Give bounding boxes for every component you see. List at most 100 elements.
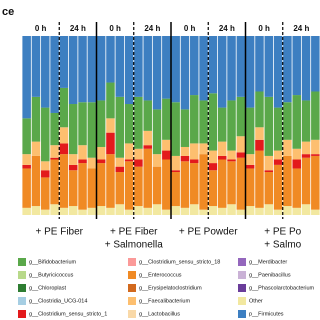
bar-segment (78, 163, 87, 210)
group-label: + Salmo (264, 240, 301, 251)
group-label: + PE Fiber (110, 227, 158, 238)
bar-segment (106, 154, 115, 208)
bar-segment (106, 118, 115, 133)
bar-segment (59, 87, 69, 128)
bar-segment (255, 150, 264, 208)
bar-segment (22, 164, 31, 169)
bar-segment (50, 112, 59, 146)
legend-swatch (18, 258, 26, 266)
bar-segment (217, 155, 227, 160)
bar-segment (311, 139, 320, 155)
bar-segment (162, 159, 171, 210)
bar-segment (78, 102, 87, 146)
bar-segment (96, 159, 106, 164)
bar-segment (217, 159, 227, 208)
legend-swatch (238, 310, 246, 318)
legend-swatch (238, 284, 246, 292)
bar-segment (162, 98, 171, 140)
bar-segment (190, 163, 199, 205)
legend-label: g__Paenibacillus (249, 272, 291, 278)
bar-segment (171, 172, 180, 207)
bar-segment (78, 36, 87, 103)
bar-segment (264, 36, 274, 97)
legend-label: g__Lactobacillus (139, 311, 180, 317)
bar-segment (41, 170, 50, 178)
bar-segment (152, 166, 162, 205)
bar-segment (96, 206, 106, 215)
bar-segment (180, 207, 190, 215)
bar-segment (59, 143, 69, 155)
bar-segment (311, 91, 320, 140)
bar-segment (143, 100, 152, 131)
bar-segment (227, 150, 236, 160)
bar-segment (255, 36, 264, 92)
bar-segment (245, 206, 255, 215)
bar-segment (255, 139, 264, 151)
legend-label: g__Clostridium_sensu_stricto_1 (29, 311, 107, 317)
bar-segment (301, 141, 311, 155)
bar-segment (208, 93, 218, 151)
bar-segment (162, 139, 171, 151)
bar-segment (311, 209, 320, 215)
bar-segment (190, 204, 199, 215)
bar-segment (50, 204, 59, 215)
bar-segment (273, 164, 283, 210)
group-label: + PE Powder (179, 227, 238, 238)
bar-segment (283, 139, 292, 156)
bar-segment (68, 170, 78, 207)
bar-segment (96, 100, 106, 147)
bar-segment (217, 36, 227, 108)
bar-segment (22, 118, 31, 155)
bar-segment (217, 141, 227, 156)
bar-segment (236, 157, 246, 210)
bar-segment (292, 95, 301, 149)
bar-segment (301, 36, 311, 101)
bar-segment (115, 36, 125, 97)
time-label: 0 h (184, 24, 196, 33)
bar-segment (134, 159, 143, 167)
bar-segment (96, 146, 106, 160)
legend-label: g__Clostridium_sensu_stricto_18 (139, 259, 220, 265)
bar-segment (124, 159, 134, 162)
bar-segment (143, 207, 152, 215)
legend-swatch (238, 297, 246, 305)
bar-segment (255, 207, 264, 215)
bar-segment (143, 130, 152, 146)
bar-segment (180, 36, 190, 110)
legend-swatch (18, 310, 26, 318)
bar-segment (115, 96, 125, 158)
bar-segment (180, 109, 190, 147)
bar-segment (31, 96, 41, 142)
bar-segment (96, 36, 106, 101)
bar-segment (180, 161, 190, 208)
legend-swatch (128, 284, 136, 292)
bar-segment (50, 159, 59, 205)
bar-segment (236, 152, 246, 158)
bar-segment (50, 157, 59, 160)
bar-segment (68, 154, 78, 165)
bar-segment (208, 206, 218, 215)
bar-segment (199, 154, 208, 210)
bar-segment (124, 209, 134, 215)
bar-segment (236, 96, 246, 137)
bar-segment (134, 166, 143, 207)
bar-segment (143, 148, 152, 208)
bar-segment (301, 204, 311, 215)
bar-segment (59, 154, 69, 208)
bar-segment (264, 172, 274, 205)
bar-segment (50, 36, 59, 113)
bar-segment (50, 145, 59, 158)
bar-segment (236, 209, 246, 215)
bar-segment (106, 36, 115, 83)
bar-segment (264, 204, 274, 215)
bar-segment (41, 36, 50, 108)
bar-segment (115, 157, 125, 167)
legend-label: g__Phascolarctobacterium (249, 285, 315, 291)
bar-segment (255, 91, 264, 128)
bar-segment (171, 102, 180, 156)
legend-swatch (128, 271, 136, 279)
legend-label: g__Chloroplast (29, 285, 66, 291)
bar-segment (41, 177, 50, 210)
legend-label: g__Faecalibacterium (139, 298, 190, 304)
